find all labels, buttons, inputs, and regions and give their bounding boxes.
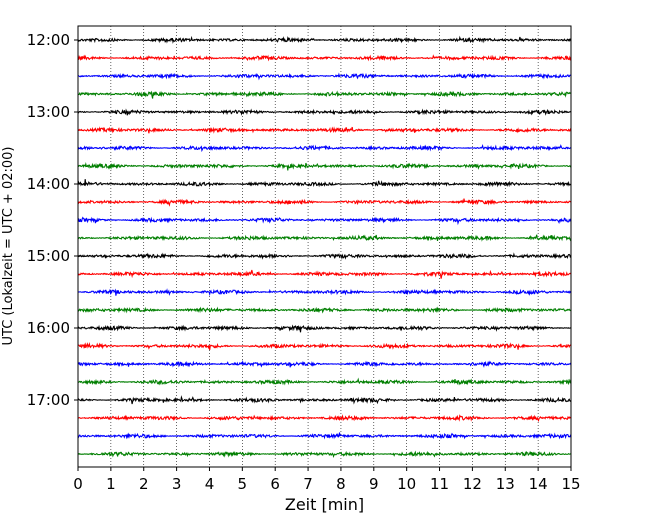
seismogram-trace [77, 269, 572, 279]
y-tick-label: 14:00 [27, 175, 70, 193]
seismogram-trace [77, 161, 572, 171]
seismogram-trace [77, 377, 572, 386]
x-tick-label: 7 [303, 475, 313, 493]
seismogram-trace [77, 252, 572, 260]
x-tick-label: 3 [172, 475, 182, 493]
trace-group [77, 35, 572, 458]
x-tick-label: 6 [270, 475, 280, 493]
seismogram-trace [77, 359, 572, 368]
seismogram-trace [77, 324, 572, 333]
x-tick-label: 14 [529, 475, 548, 493]
seismogram-trace [77, 108, 572, 116]
x-tick-label: 15 [561, 475, 580, 493]
x-tick-label: 8 [336, 475, 346, 493]
seismogram-trace [77, 341, 572, 350]
seismogram-trace [77, 126, 572, 134]
y-tick-label: 15:00 [27, 247, 70, 265]
seismogram-trace [77, 35, 572, 44]
seismogram-trace [77, 216, 572, 226]
x-tick-label: 4 [205, 475, 215, 493]
x-tick-label: 9 [369, 475, 379, 493]
y-tick-label: 17:00 [27, 391, 70, 409]
seismogram-trace [77, 54, 572, 62]
x-tick-label: 5 [238, 475, 248, 493]
x-tick-label: 0 [73, 475, 83, 493]
x-axis: 0 1 2 3 4 5 6 7 8 9 10 11 12 13 14 15 [73, 467, 581, 493]
y-axis: 12:00 13:00 14:00 15:00 16:00 17:00 [27, 31, 78, 409]
seismogram-trace [77, 450, 572, 458]
seismogram-trace [77, 198, 572, 207]
y-tick-label: 16:00 [27, 319, 70, 337]
seismogram-trace [77, 72, 572, 81]
plot-frame [77, 25, 572, 468]
seismogram-trace [77, 306, 572, 314]
seismogram-trace [77, 234, 572, 242]
seismogram-trace [77, 144, 572, 153]
x-axis-label: Zeit [min] [285, 495, 364, 514]
seismogram-trace [77, 395, 572, 405]
x-tick-label: 10 [397, 475, 416, 493]
x-tick-label: 1 [106, 475, 116, 493]
seismogram-trace [77, 432, 572, 440]
y-tick-label: 13:00 [27, 103, 70, 121]
seismogram-trace [77, 288, 572, 297]
x-tick-label: 11 [430, 475, 449, 493]
x-tick-label: 2 [139, 475, 149, 493]
seismogram-trace [77, 414, 572, 422]
seismogram-trace [77, 90, 572, 99]
x-tick-label: 12 [463, 475, 482, 493]
x-tick-label: 13 [496, 475, 515, 493]
y-tick-label: 12:00 [27, 31, 70, 49]
y-axis-label: UTC (Lokalzeit = UTC + 02:00) [1, 147, 16, 346]
seismogram-trace [77, 179, 572, 188]
